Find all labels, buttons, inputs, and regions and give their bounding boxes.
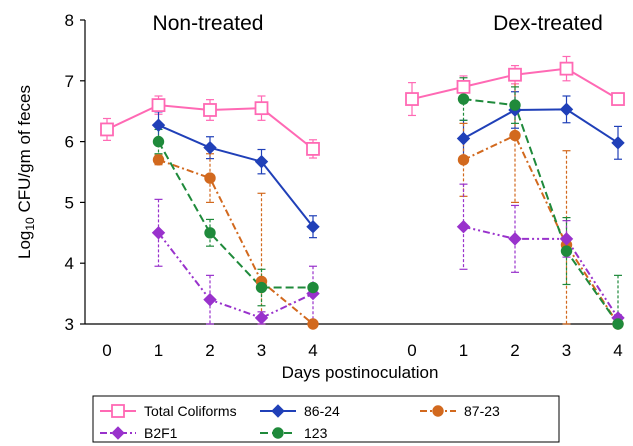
y-axis-title-prefix: Log <box>15 231 34 259</box>
data-point-b2f1 <box>508 232 522 246</box>
legend-entry-123: 123 <box>260 425 328 441</box>
y-axis-title: Log10 CFU/gm of feces <box>15 85 37 259</box>
legend-swatch-marker <box>111 404 125 418</box>
series-lines <box>106 67 619 325</box>
data-point-87-23 <box>457 154 470 166</box>
data-point-total-coliforms <box>559 61 574 76</box>
data-point-123 <box>612 318 624 330</box>
legend-entry-86-24: 86-24 <box>260 403 340 419</box>
data-point-b2f1 <box>151 226 166 240</box>
data-point-total-coliforms <box>254 101 269 116</box>
legend-swatch-marker <box>111 426 125 440</box>
x-tick-label: 4 <box>613 341 622 360</box>
series-line-86-24 <box>463 108 619 144</box>
legend: Total Coliforms 86-24 87-23 B2F1 123 <box>92 395 560 443</box>
data-point-total-coliforms <box>203 103 217 117</box>
data-point-86-24 <box>254 154 269 169</box>
data-point-total-coliforms <box>151 98 166 113</box>
data-point-86-24 <box>203 140 217 155</box>
legend-swatch-marker <box>272 427 284 439</box>
x-tick-label: 2 <box>205 341 214 360</box>
series-line-123 <box>157 141 313 289</box>
y-tick-label: 8 <box>65 11 74 30</box>
x-tick-label: 0 <box>102 341 111 360</box>
data-point-86-24 <box>611 136 625 150</box>
data-point-87-23 <box>509 129 521 142</box>
legend-entry-total-coliforms: Total Coliforms <box>100 403 237 419</box>
y-tick-label: 7 <box>65 72 74 91</box>
error-bar-b2f1 <box>511 204 519 273</box>
data-point-b2f1 <box>456 220 471 234</box>
y-tick-labels: 3 4 5 6 7 8 <box>65 11 74 334</box>
data-point-87-23 <box>152 154 165 166</box>
panel-titles: Non-treated Dex-treated <box>153 12 603 35</box>
data-point-123 <box>560 245 573 257</box>
x-axis-title: Days postinoculation <box>282 363 439 382</box>
legend-entry-87-23: 87-23 <box>420 403 500 419</box>
data-point-123 <box>307 281 319 294</box>
error-bars <box>103 55 622 325</box>
x-tick-label: 0 <box>407 341 416 360</box>
legend-label: 87-23 <box>464 403 500 419</box>
error-bar-123 <box>257 268 266 307</box>
x-tick-label: 1 <box>459 341 468 360</box>
data-point-b2f1 <box>254 311 269 325</box>
data-point-87-23 <box>204 172 216 184</box>
panel-title: Non-treated <box>153 12 264 35</box>
y-tick-label: 6 <box>65 133 74 152</box>
panel-title: Dex-treated <box>493 12 603 35</box>
data-point-123 <box>152 135 165 148</box>
y-axis-title-rest: CFU/gm of feces <box>15 85 34 217</box>
legend-box <box>92 395 560 443</box>
axes-layer <box>80 19 622 325</box>
series-markers <box>100 61 625 330</box>
error-bar-b2f1 <box>154 198 163 267</box>
data-point-b2f1 <box>203 292 217 307</box>
data-point-total-coliforms <box>456 79 471 94</box>
data-point-total-coliforms <box>306 141 320 156</box>
x-tick-label: 3 <box>562 341 571 360</box>
legend-swatch-marker <box>432 405 444 417</box>
data-point-total-coliforms <box>611 92 625 106</box>
y-tick-label: 5 <box>65 193 74 212</box>
legend-swatch-marker <box>271 404 285 418</box>
data-point-86-24 <box>456 131 471 146</box>
data-point-total-coliforms <box>508 67 522 82</box>
legend-label: 86-24 <box>304 403 340 419</box>
error-bar-123 <box>511 86 519 124</box>
legend-label: 123 <box>304 425 328 441</box>
data-point-123 <box>204 227 216 239</box>
data-point-b2f1 <box>559 232 574 246</box>
data-point-86-24 <box>559 102 574 117</box>
data-point-86-24 <box>306 220 320 234</box>
error-bar-b2f1 <box>206 274 214 325</box>
x-tick-label: 1 <box>154 341 163 360</box>
legend-label: Total Coliforms <box>144 403 237 419</box>
data-point-87-23 <box>307 318 319 330</box>
data-point-123 <box>457 93 470 105</box>
y-tick-label: 4 <box>65 254 74 273</box>
data-point-123 <box>255 281 268 294</box>
x-tick-label: 3 <box>257 341 266 360</box>
x-tick-label: 4 <box>308 341 317 360</box>
legend-entry-b2f1: B2F1 <box>100 425 178 441</box>
x-tick-label: 2 <box>510 341 519 360</box>
series-line-123 <box>463 98 619 325</box>
error-bar-123 <box>562 217 571 286</box>
series-line-86-24 <box>158 124 314 228</box>
data-point-total-coliforms <box>100 122 114 137</box>
data-point-total-coliforms <box>405 92 419 106</box>
y-tick-label: 3 <box>65 315 74 334</box>
series-line-b2f1 <box>463 225 619 319</box>
y-axis-title-subscript: 10 <box>23 217 37 231</box>
error-bar-123 <box>206 218 214 247</box>
data-point-86-24 <box>151 118 166 132</box>
legend-label: B2F1 <box>144 425 178 441</box>
x-tick-labels: 0 1 2 3 4 0 1 2 3 4 <box>102 341 622 360</box>
series-line-87-23 <box>463 134 619 325</box>
series-line-b2f1 <box>157 232 314 320</box>
data-point-123 <box>509 99 521 111</box>
